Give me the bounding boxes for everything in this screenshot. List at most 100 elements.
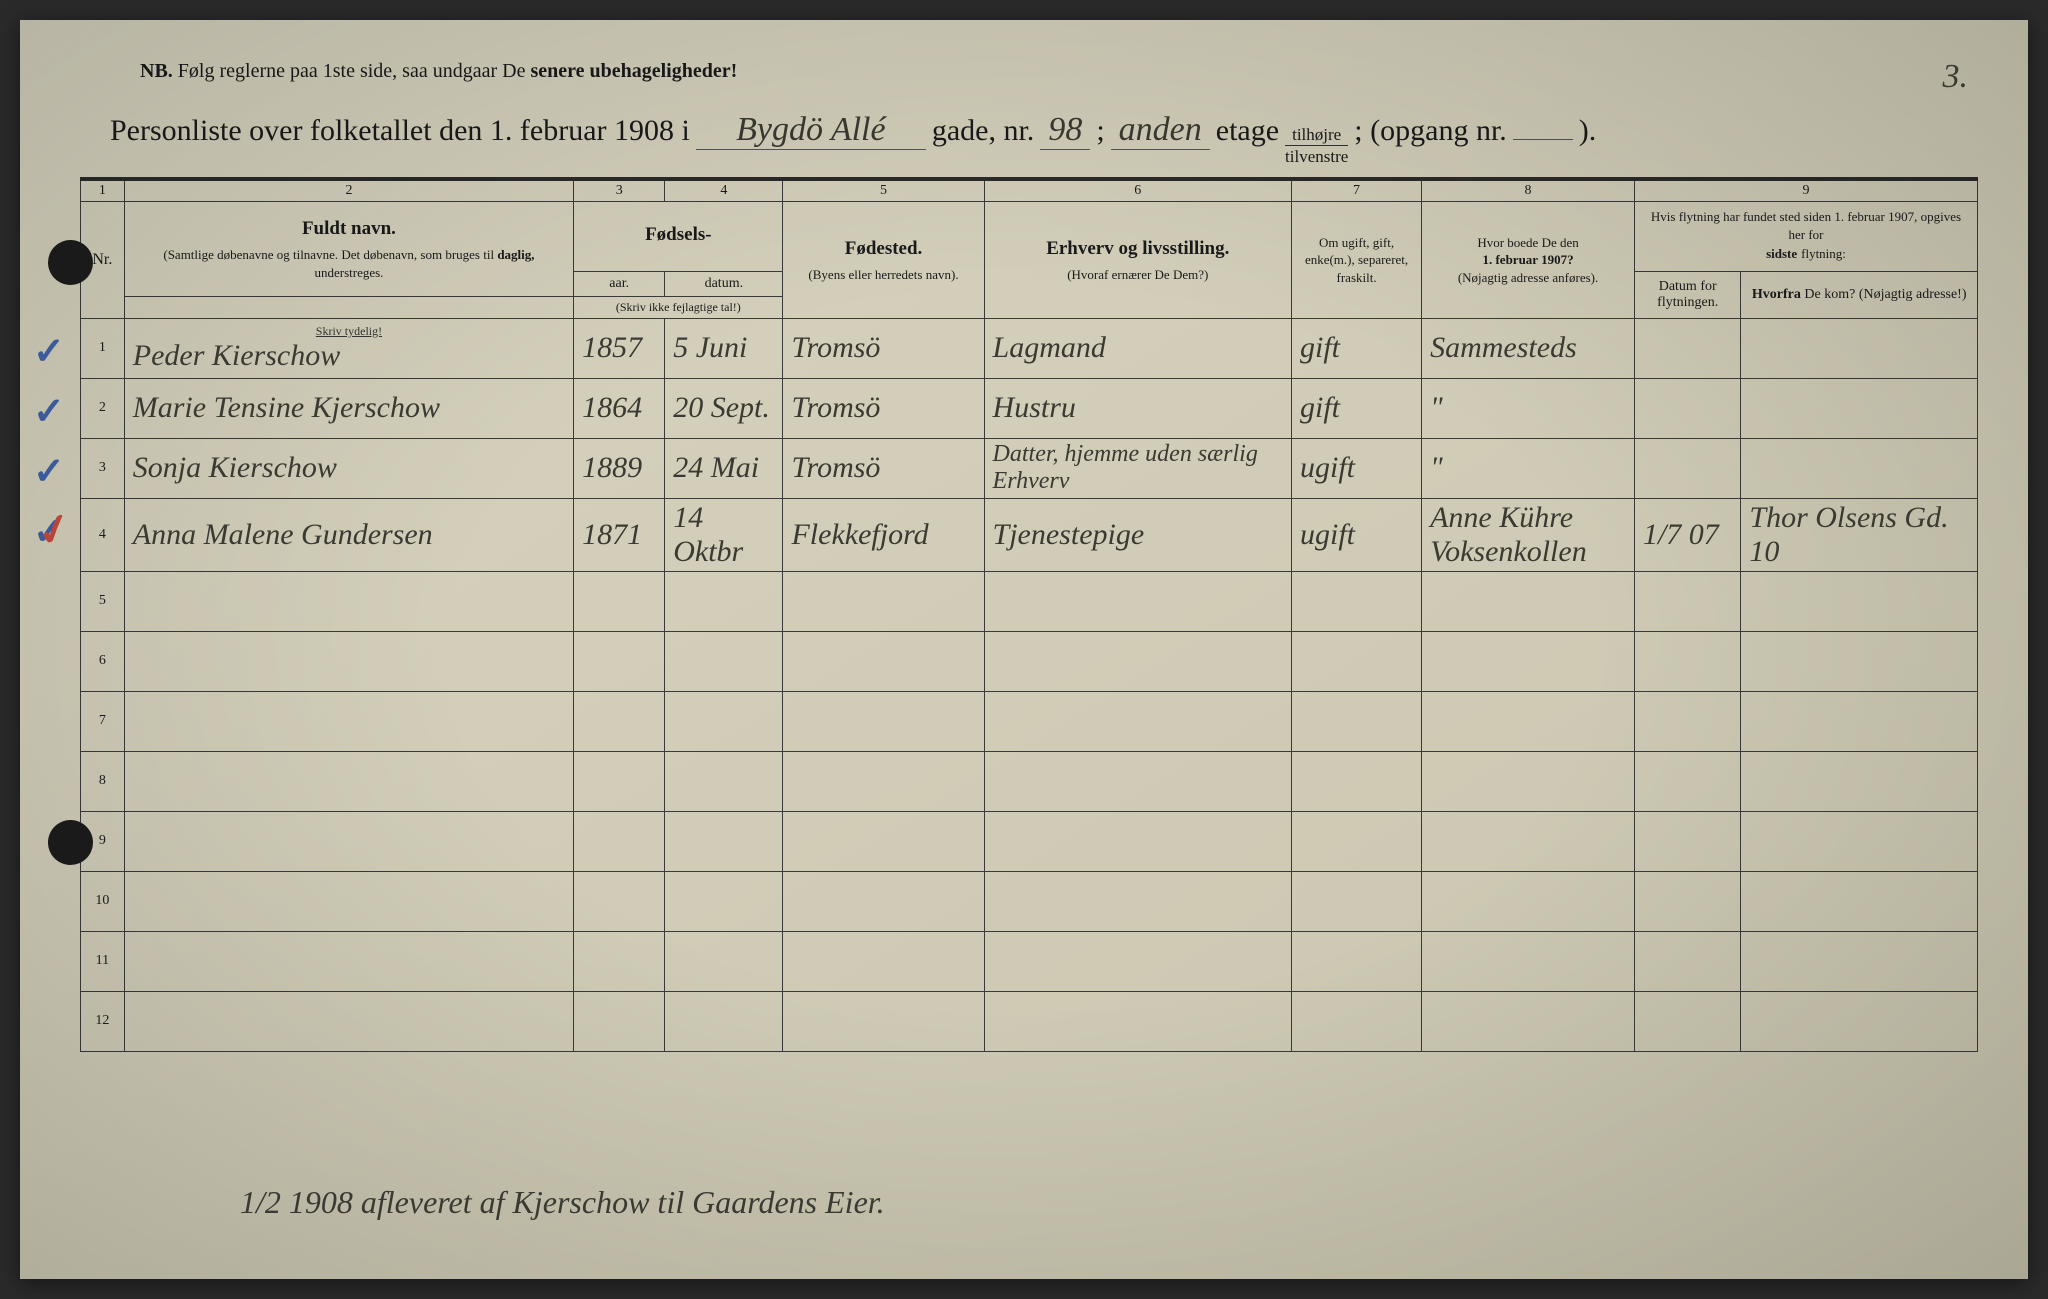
cell-name: Marie Tensine Kjerschow bbox=[124, 378, 573, 438]
cell-birthplace: Tromsö bbox=[783, 438, 984, 498]
table-row: 10 bbox=[81, 871, 1978, 931]
cell-birthplace bbox=[783, 751, 984, 811]
cell-address bbox=[1422, 691, 1635, 751]
colnum: 1 bbox=[81, 181, 125, 202]
cell-name bbox=[124, 871, 573, 931]
cell-birthplace-value: Tromsö bbox=[791, 391, 880, 424]
cell-birthplace-value: Tromsö bbox=[791, 451, 880, 484]
cell-year-value: 1871 bbox=[582, 518, 642, 551]
cell-birthplace bbox=[783, 811, 984, 871]
row-number: 7 bbox=[81, 691, 125, 751]
cell-move-from bbox=[1741, 871, 1978, 931]
cell-year-value: 1864 bbox=[582, 391, 642, 424]
title-t1: Personliste over folketallet den 1. febr… bbox=[110, 114, 690, 148]
table-row: 9 bbox=[81, 811, 1978, 871]
punch-hole bbox=[48, 240, 93, 285]
hdr-name: Fuldt navn. (Samtlige døbenavne og tilna… bbox=[124, 202, 573, 297]
cell-marital bbox=[1292, 931, 1422, 991]
cell-occupation-value: Lagmand bbox=[993, 331, 1106, 364]
row-number: 1✓ bbox=[81, 318, 125, 378]
cell-name bbox=[124, 991, 573, 1051]
census-page: 3. NB. Følg reglerne paa 1ste side, saa … bbox=[20, 20, 2028, 1279]
cell-birthplace bbox=[783, 571, 984, 631]
cell-birthplace bbox=[783, 991, 984, 1051]
skriv-tydelig: Skriv tydelig! bbox=[133, 324, 565, 339]
cell-name bbox=[124, 931, 573, 991]
cell-move-from bbox=[1741, 811, 1978, 871]
frac-bot: tilvenstre bbox=[1285, 146, 1348, 165]
cell-marital bbox=[1292, 991, 1422, 1051]
cell-marital bbox=[1292, 751, 1422, 811]
cell-year-value: 1857 bbox=[582, 331, 642, 364]
cell-name bbox=[124, 571, 573, 631]
cell-marital bbox=[1292, 811, 1422, 871]
cell-occupation bbox=[984, 751, 1291, 811]
hdr-addr: Hvor boede De den 1. februar 1907? (Nøja… bbox=[1422, 202, 1635, 319]
cell-birthplace-value: Flekkefjord bbox=[791, 518, 928, 551]
nb-tail: senere ubehageligheder! bbox=[530, 60, 737, 82]
cell-move-date bbox=[1634, 751, 1740, 811]
cell-address-value: Anne Kühre Voksenkollen bbox=[1430, 501, 1587, 568]
colnum: 4 bbox=[665, 181, 783, 202]
cell-address bbox=[1422, 571, 1635, 631]
cell-move-from bbox=[1741, 691, 1978, 751]
cell-occupation bbox=[984, 571, 1291, 631]
cell-move-from bbox=[1741, 751, 1978, 811]
cell-address bbox=[1422, 631, 1635, 691]
row-number: 11 bbox=[81, 931, 125, 991]
cell-date-value: 24 Mai bbox=[673, 451, 759, 484]
table-row: 3✓Sonja Kierschow188924 MaiTromsöDatter,… bbox=[81, 438, 1978, 498]
colnum: 5 bbox=[783, 181, 984, 202]
table-row: 6 bbox=[81, 631, 1978, 691]
table-row: 7 bbox=[81, 691, 1978, 751]
cell-occupation-value: Tjenestepige bbox=[993, 518, 1145, 551]
bottom-note: 1/2 1908 afleveret af Kjerschow til Gaar… bbox=[240, 1184, 885, 1221]
cell-occupation-value: Datter, hjemme uden særlig Erhverv bbox=[993, 441, 1258, 494]
frac-top: tilhøjre bbox=[1285, 126, 1348, 146]
cell-name bbox=[124, 631, 573, 691]
header-row: Nr. Fuldt navn. (Samtlige døbenavne og t… bbox=[81, 202, 1978, 272]
cell-occupation bbox=[984, 991, 1291, 1051]
cell-occupation-value: Hustru bbox=[993, 391, 1076, 424]
cell-move-from bbox=[1741, 631, 1978, 691]
nb-line: NB. Følg reglerne paa 1ste side, saa und… bbox=[140, 60, 1978, 83]
cell-date: 24 Mai bbox=[665, 438, 783, 498]
colnum: 2 bbox=[124, 181, 573, 202]
nb-text: Følg reglerne paa 1ste side, saa undgaar… bbox=[178, 60, 526, 82]
table-body: 1✓Skriv tydelig!Peder Kierschow18575 Jun… bbox=[81, 318, 1978, 1051]
cell-occupation bbox=[984, 871, 1291, 931]
cell-move-date bbox=[1634, 571, 1740, 631]
cell-occupation bbox=[984, 811, 1291, 871]
table-row: 12 bbox=[81, 991, 1978, 1051]
cell-date-value: 5 Juni bbox=[673, 331, 747, 364]
cell-birthplace bbox=[783, 691, 984, 751]
colnum: 6 bbox=[984, 181, 1291, 202]
row-number: 5 bbox=[81, 571, 125, 631]
cell-address-value: " bbox=[1430, 451, 1443, 484]
cell-year: 1864 bbox=[574, 378, 665, 438]
cell-occupation: Lagmand bbox=[984, 318, 1291, 378]
row-number: 6 bbox=[81, 631, 125, 691]
checkmark-icon: ✓ bbox=[33, 449, 65, 494]
row-number: 4✓✓ bbox=[81, 498, 125, 571]
title-t6: ). bbox=[1579, 114, 1597, 148]
cell-address bbox=[1422, 871, 1635, 931]
cell-year: 1889 bbox=[574, 438, 665, 498]
row-number: 9 bbox=[81, 811, 125, 871]
cell-date: 5 Juni bbox=[665, 318, 783, 378]
table-row: 4✓✓Anna Malene Gundersen187114 OktbrFlek… bbox=[81, 498, 1978, 571]
cell-move-date bbox=[1634, 378, 1740, 438]
cell-birthplace bbox=[783, 631, 984, 691]
cell-occupation: Datter, hjemme uden særlig Erhverv bbox=[984, 438, 1291, 498]
cell-marital bbox=[1292, 871, 1422, 931]
cell-marital: gift bbox=[1292, 378, 1422, 438]
cell-move-from bbox=[1741, 378, 1978, 438]
cell-year: 1871 bbox=[574, 498, 665, 571]
cell-address: Sammesteds bbox=[1422, 318, 1635, 378]
cell-move-date bbox=[1634, 871, 1740, 931]
hdr-name-sub: (Samtlige døbenavne og tilnavne. Det døb… bbox=[133, 246, 565, 281]
hdr-name-main: Fuldt navn. bbox=[133, 216, 565, 242]
cell-move-from-value: Thor Olsens Gd. 10 bbox=[1749, 501, 1948, 568]
cell-name: Anna Malene Gundersen bbox=[124, 498, 573, 571]
cell-birthplace: Flekkefjord bbox=[783, 498, 984, 571]
